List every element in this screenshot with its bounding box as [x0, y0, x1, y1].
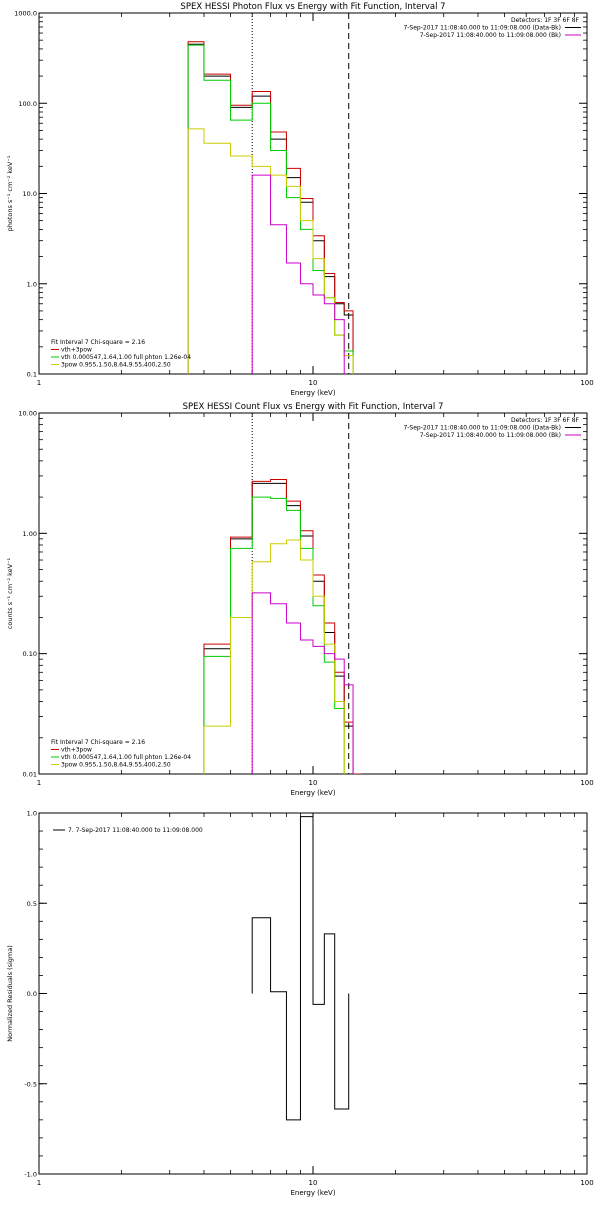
fit-info-header: Fit Interval 7 Chi-square = 2.16	[51, 739, 145, 746]
series-vth-3pow-line	[203, 479, 362, 774]
fit-info-text: vth 0.000547,1.64,1.00 full phton 1.26e-…	[61, 354, 191, 361]
legend-entry-text: Detectors: 1F 3F 6F 8F	[511, 417, 580, 424]
series-data-bk-line	[203, 482, 362, 774]
chart-3: 1 10 100 -1.0 -0.5 0.0 0.5 1.0 Energy (keV) Norma…	[6, 810, 594, 1198]
y-tick-label: 10.00	[18, 410, 37, 418]
legend-entry-text: 7-Sep-2017 11:08:40.000 to 11:09:08.000 …	[420, 32, 561, 39]
y-tick-label: 100.0	[18, 100, 37, 108]
y-tick-label: 0.01	[23, 771, 37, 779]
series-3pow-line	[187, 128, 354, 374]
y-axis-label: counts s⁻¹ cm⁻² keV⁻¹	[6, 557, 14, 629]
y-axis-label: photons s⁻¹ cm⁻² keV⁻¹	[6, 155, 14, 231]
x-tick-label: 1	[37, 379, 41, 387]
y-tick-label: 0.5	[27, 900, 37, 908]
fit-info: Fit Interval 7 Chi-square = 2.16vth+3pow…	[51, 339, 191, 369]
x-axis-label: Energy (keV)	[290, 389, 335, 397]
series-3pow-line	[203, 539, 345, 774]
y-tick-label: 1.0	[27, 810, 37, 818]
legend-entry-text: Detectors: 1F 3F 6F 8F	[511, 17, 580, 24]
x-tick-label: 10	[309, 779, 318, 787]
legend-entry-text: 7. 7-Sep-2017 11:08:40.000 to 11:09:08.0…	[68, 827, 203, 834]
x-tick-label: 1	[37, 1179, 41, 1187]
plot-area	[187, 41, 354, 374]
x-tick-label: 100	[580, 379, 593, 387]
legend-entry-text: 7-Sep-2017 11:08:40.000 to 11:09:08.000 …	[420, 432, 561, 439]
y-tick-label: 10.0	[23, 190, 37, 198]
legend-entry-text: 7-Sep-2017 11:08:40.000 to 11:09:08.000 …	[403, 425, 561, 432]
y-tick-label: 1.00	[23, 530, 37, 538]
x-axis-label: Energy (keV)	[290, 789, 335, 797]
plot-area	[203, 479, 362, 774]
legend: Detectors: 1F 3F 6F 8F7-Sep-2017 11:08:4…	[403, 17, 581, 39]
legend: 7. 7-Sep-2017 11:08:40.000 to 11:09:08.0…	[53, 827, 203, 834]
fit-info: Fit Interval 7 Chi-square = 2.16vth+3pow…	[51, 739, 191, 769]
y-tick-label: 0.0	[27, 990, 37, 998]
series-7-7-sep-2017-11-08-40-000-to-11-09-08-000-line	[251, 816, 350, 1121]
x-tick-label: 10	[309, 379, 318, 387]
fit-info-text: vth+3pow	[61, 347, 92, 354]
fit-info-text: 3pow 0.955,1.50,8.64,9.55,400,2.50	[61, 762, 171, 769]
series-vth-3pow-line	[187, 41, 354, 374]
y-tick-label: -1.0	[24, 1171, 37, 1179]
x-tick-label: 100	[580, 779, 593, 787]
series-data-bk-line	[187, 43, 354, 374]
chart-title: SPEX HESSI Photon Flux vs Energy with Fi…	[180, 2, 445, 12]
series-vth-line	[203, 496, 345, 774]
x-tick-label: 10	[309, 1179, 318, 1187]
chart-1: 1 10 100 0.1 1.0 10.0 100.0 1000.0 SPEX HESSI Ph…	[6, 2, 594, 397]
x-tick-label: 1	[37, 779, 41, 787]
x-tick-label: 100	[580, 1179, 593, 1187]
y-tick-label: 1000.0	[14, 10, 37, 18]
y-tick-label: 0.1	[27, 371, 37, 379]
fit-info-text: 3pow 0.955,1.50,8.64,9.55,400,2.50	[61, 362, 171, 369]
series-bk-line	[251, 174, 345, 374]
legend: Detectors: 1F 3F 6F 8F7-Sep-2017 11:08:4…	[403, 417, 581, 439]
legend-entry-text: 7-Sep-2017 11:08:40.000 to 11:09:08.000 …	[403, 25, 561, 32]
y-tick-label: -0.5	[24, 1080, 37, 1088]
plot-frame	[38, 12, 588, 375]
y-tick-label: 1.0	[27, 280, 37, 288]
fit-info-text: vth+3pow	[61, 747, 92, 754]
chart-2: 1 10 100 0.01 0.10 1.00 10.00 SPEX HESSI Count …	[6, 402, 594, 797]
y-tick-label: 0.10	[23, 650, 37, 658]
series-bk-line	[251, 592, 354, 774]
y-axis-label: Normalized Residuals (sigma)	[6, 945, 14, 1042]
x-axis-label: Energy (keV)	[290, 1189, 335, 1197]
plot-area	[251, 816, 350, 1121]
chart-title: SPEX HESSI Count Flux vs Energy with Fit…	[183, 402, 444, 412]
fit-info-text: vth 0.000547,1.64,1.00 full phton 1.26e-…	[61, 754, 191, 761]
fit-info-header: Fit Interval 7 Chi-square = 2.16	[51, 339, 145, 346]
